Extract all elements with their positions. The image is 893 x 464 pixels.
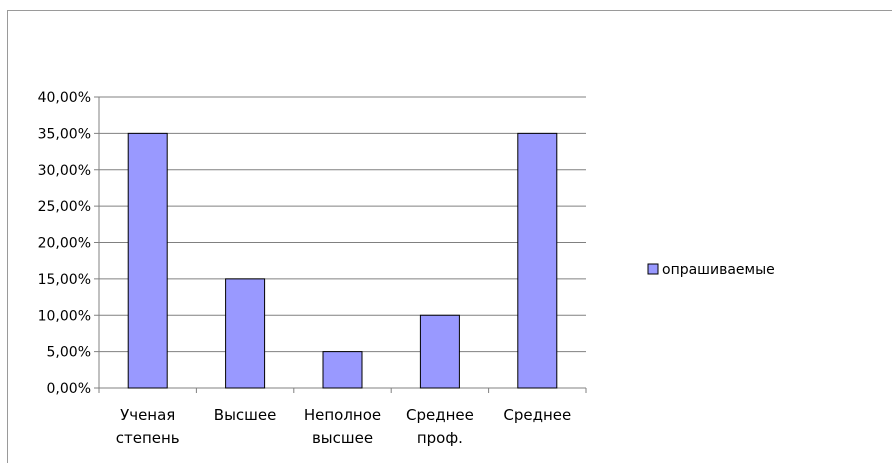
bar [419,314,460,389]
tick-labels: 0,00% 5,00% 10,00% 15,00% 20,00% 25,00% 30,00%… [38,90,572,447]
y-tick-label: 35,00% [38,126,91,142]
x-tick-label: Среднее [406,406,474,424]
legend-label: опрашиваемые [662,262,775,278]
x-tick-label: Ученая [120,406,175,424]
bar [322,351,363,389]
x-tick-label: высшее [312,429,373,447]
y-tick-label: 40,00% [38,90,91,106]
y-tick-label: 10,00% [38,308,91,324]
y-tick-label: 0,00% [47,381,91,397]
x-tick-label: проф. [417,429,463,447]
chart-frame [7,10,892,463]
axes [94,96,587,393]
legend: опрашиваемые [647,262,775,278]
x-tick-label: Неполное [304,406,381,424]
bar [225,278,266,389]
bars [127,132,558,389]
x-tick-label: степень [116,429,180,447]
x-tick-label: Среднее [503,406,571,424]
x-tick-label: Высшее [214,406,277,424]
bar [127,132,168,389]
y-tick-label: 20,00% [38,236,91,252]
y-tick-label: 15,00% [38,272,91,288]
bar [517,132,558,389]
y-tick-label: 30,00% [38,163,91,179]
gridlines [99,96,586,389]
y-tick-label: 25,00% [38,199,91,215]
y-tick-label: 5,00% [47,345,91,361]
legend-swatch [647,263,659,275]
